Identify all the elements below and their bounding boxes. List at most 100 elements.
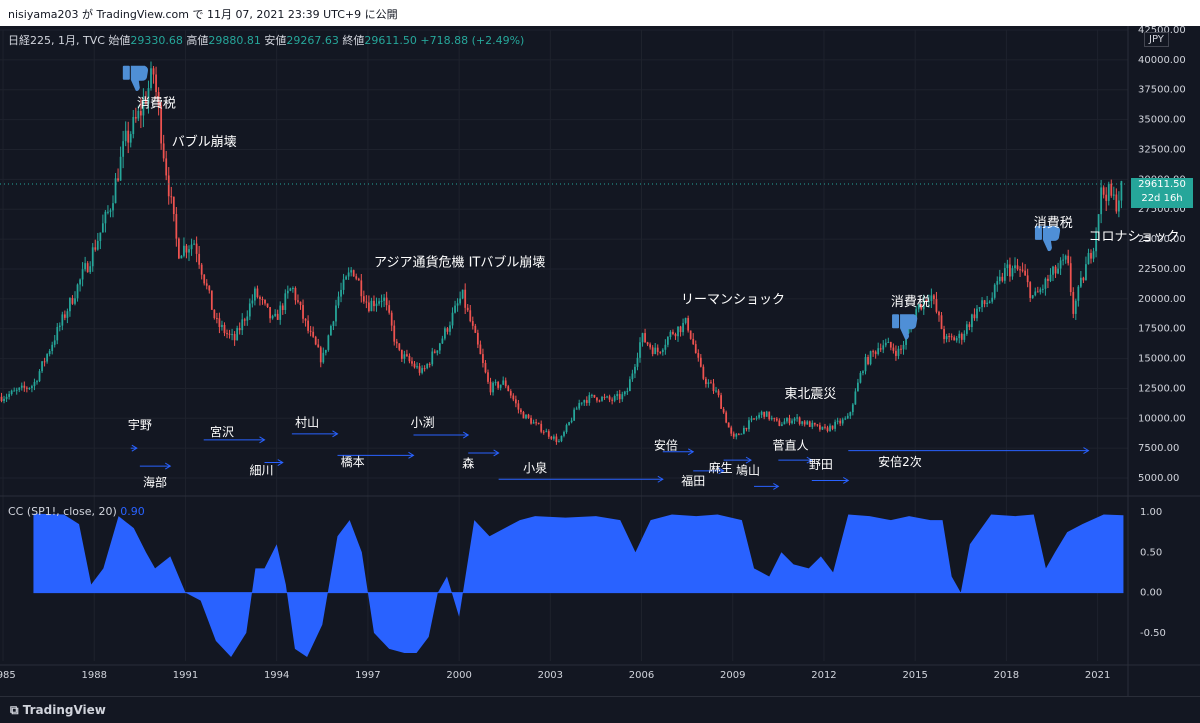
cc-tick-label: 0.00 (1140, 588, 1162, 599)
indicator-legend: CC (SP1!, close, 20) 0.90 (8, 505, 145, 518)
candle (378, 301, 380, 304)
candle (256, 288, 259, 298)
candle (107, 211, 109, 213)
time-tick-label: 2015 (902, 670, 927, 681)
candle (461, 289, 464, 299)
chart-svg[interactable]: 5000.00 7500.00 10000.00 12500.00 15000.00 17… (0, 26, 1200, 696)
candle (1107, 183, 1110, 201)
currency-badge[interactable]: JPY (1144, 32, 1169, 47)
candle (958, 333, 961, 339)
price-tick-label: 25000.00 (1138, 234, 1186, 245)
event-annotation: 東北震災 (784, 386, 836, 402)
candle (101, 223, 104, 233)
candle (687, 318, 690, 331)
candle (649, 344, 652, 348)
candle (487, 372, 489, 382)
candle (1082, 277, 1085, 281)
candle (327, 335, 330, 350)
candle (411, 361, 413, 364)
candle (241, 319, 244, 331)
candle (545, 431, 548, 433)
candle (902, 344, 905, 350)
candle (36, 381, 38, 383)
candle (368, 302, 370, 312)
candle (276, 313, 279, 320)
candle (370, 300, 373, 312)
candle (266, 303, 269, 308)
candle (474, 325, 477, 333)
pm-label: 菅直人 (773, 438, 809, 452)
candle (449, 325, 451, 332)
candle (89, 266, 92, 273)
candle (223, 324, 226, 334)
chart-area[interactable]: 5000.00 7500.00 10000.00 12500.00 15000.00 17… (0, 26, 1200, 696)
candle (175, 214, 178, 239)
candle (286, 290, 289, 294)
candle (497, 382, 500, 388)
price-tick-label: 10000.00 (1138, 413, 1186, 424)
candle (867, 357, 869, 365)
candle (770, 417, 773, 420)
candle (978, 307, 981, 309)
candle (976, 308, 978, 319)
arrow-head (259, 436, 266, 444)
candle (938, 311, 940, 316)
candle (935, 299, 938, 312)
candle (813, 422, 816, 425)
candle (150, 68, 152, 89)
candle (145, 99, 147, 104)
candle (162, 143, 165, 159)
candle (1085, 264, 1087, 281)
candle (357, 278, 360, 281)
candle (33, 382, 36, 387)
tradingview-logo[interactable]: ⧉ TradingView (10, 703, 106, 718)
candle (791, 420, 793, 424)
candle (1102, 187, 1105, 195)
candle (712, 383, 715, 392)
candle (193, 243, 195, 245)
candle (114, 178, 117, 204)
candle (884, 342, 887, 346)
candle (0, 396, 3, 402)
indicator-value: 0.90 (120, 505, 145, 518)
candle (922, 299, 925, 310)
publish-line: nisiyama203 が TradingView.com で 11月 07, … (8, 8, 398, 21)
candle (1054, 266, 1057, 274)
candle (583, 400, 586, 403)
open-value: 29330.68 (130, 34, 183, 47)
candle (375, 303, 378, 307)
candle (753, 418, 755, 420)
candle (489, 381, 492, 393)
candle (525, 414, 527, 419)
event-annotation: コロナショック (1088, 229, 1179, 244)
candle (137, 110, 140, 119)
candle (451, 312, 454, 326)
candle (639, 342, 641, 358)
candle (58, 325, 61, 328)
candle (264, 299, 266, 304)
candle (1110, 183, 1113, 196)
event-annotation: バブル崩壊 (172, 134, 237, 150)
candle (494, 382, 497, 384)
brand-name: TradingView (22, 703, 106, 717)
candle (917, 304, 920, 310)
candle (269, 307, 271, 319)
price-tick-label: 20000.00 (1138, 294, 1186, 305)
candle (623, 391, 626, 395)
candle (735, 434, 738, 437)
candle (185, 245, 188, 253)
candle (722, 408, 725, 413)
candle (857, 382, 859, 392)
candle (829, 425, 831, 432)
candle (79, 279, 81, 285)
candle (927, 301, 930, 303)
candle (195, 243, 198, 254)
candle (786, 418, 788, 422)
high-value: 29880.81 (208, 34, 261, 47)
candle (844, 418, 847, 420)
candle (998, 276, 1001, 282)
price-tick-label: 35000.00 (1138, 115, 1186, 126)
candle (768, 411, 771, 420)
event-annotation: 消費税 (1034, 216, 1073, 231)
candle (441, 338, 444, 344)
